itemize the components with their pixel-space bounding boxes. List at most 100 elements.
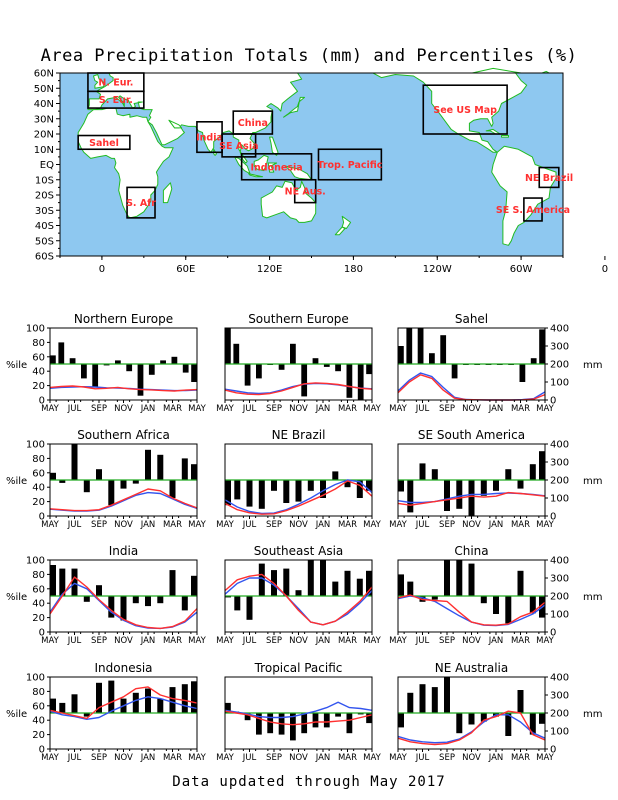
mm-tick-label: 300 <box>550 342 569 353</box>
percentile-bar <box>505 469 512 480</box>
lat-tick-label: 10N <box>34 145 54 156</box>
pct-axis-label: %ile <box>6 476 27 487</box>
percentile-bar <box>83 596 90 602</box>
percentile-bar <box>456 480 463 509</box>
chart-title: Sahel <box>455 312 488 326</box>
percentile-bar <box>444 480 450 511</box>
month-label: MAR <box>511 636 530 646</box>
percentile-bar <box>301 364 308 397</box>
month-label: MAY <box>41 404 59 414</box>
percentile-bar <box>157 698 164 713</box>
chart-panel: Southern Europe MAY JUL SEP NOV JAN MAR MAY <box>216 312 381 414</box>
mm-axis-label: mm <box>583 360 602 371</box>
percentile-bar <box>50 565 56 596</box>
region-box <box>232 110 274 135</box>
region-map: 60N 50N 40N 30N 20N 10N EQ 10S 20S 30S 40S 50S 60S 0 6… <box>34 67 608 275</box>
observed-precip-line <box>224 573 373 626</box>
region-box <box>77 134 131 151</box>
percentile-bar <box>419 463 426 480</box>
month-label: MAY <box>41 753 59 763</box>
percentile-bar <box>407 692 414 713</box>
percentile-bar <box>357 713 364 715</box>
pct-tick-label: 80 <box>32 687 45 698</box>
lon-tick-label: 60W <box>510 264 533 275</box>
month-label: SEP <box>439 404 455 414</box>
month-label: JAN <box>488 404 504 414</box>
percentile-bar <box>468 563 475 596</box>
percentile-bar <box>312 358 319 364</box>
chart-title: Tropical Pacific <box>254 661 343 675</box>
percentile-bar <box>517 690 524 713</box>
percentile-bar <box>225 702 231 713</box>
percentile-bar <box>246 480 253 507</box>
percentile-bar <box>290 343 296 364</box>
mm-tick-label: 200 <box>550 360 569 371</box>
percentile-bar <box>529 464 536 480</box>
lat-tick-label: 20N <box>34 130 54 141</box>
observed-precip-line <box>224 480 373 515</box>
pct-axis-label: %ile <box>6 709 27 720</box>
month-label: MAY <box>41 520 59 530</box>
month-label: NOV <box>114 753 133 763</box>
pct-axis-label: %ile <box>6 360 27 371</box>
month-label: NOV <box>462 520 481 530</box>
mm-axis-label: mm <box>583 709 602 720</box>
month-label: JUL <box>67 404 82 414</box>
normal-precip-line <box>224 577 373 626</box>
percentile-bar <box>181 458 188 480</box>
region-box <box>317 148 383 181</box>
percentile-bar <box>344 480 351 488</box>
lon-tick-label: 0 <box>99 264 105 275</box>
chart-title: India <box>109 544 138 558</box>
mm-tick-label: 0 <box>550 396 556 407</box>
percentile-bar <box>444 560 450 596</box>
mm-tick-label: 200 <box>550 476 569 487</box>
month-label: JAN <box>140 753 156 763</box>
month-label: MAY <box>363 404 381 414</box>
month-label: MAR <box>163 636 182 646</box>
month-label: NOV <box>289 520 308 530</box>
month-label: NOV <box>289 636 308 646</box>
region-label: NE Aus. <box>285 187 326 198</box>
percentile-bar <box>181 596 188 611</box>
landmass-sulawesi <box>267 162 278 173</box>
month-label: JAN <box>315 520 331 530</box>
landmass-madagascar <box>162 182 173 204</box>
percentile-bar <box>256 713 262 735</box>
chart-panel: Southeast Asia MAY JUL SEP NOV JAN MAR MAY <box>216 544 381 646</box>
percentile-bar <box>96 469 102 480</box>
mm-tick-label: 0 <box>550 628 556 639</box>
lat-tick-label: 20S <box>35 191 54 202</box>
mm-axis-label: mm <box>583 592 602 603</box>
percentile-bar <box>59 702 66 713</box>
mm-tick-label: 100 <box>550 727 569 738</box>
month-label: JUL <box>242 404 257 414</box>
percentile-bar <box>283 568 290 596</box>
region-label: Sahel <box>89 138 119 149</box>
region-label: India <box>196 133 223 144</box>
mm-tick-label: 400 <box>550 556 569 567</box>
page-title: Area Precipitation Totals (mm) and Perce… <box>40 46 578 66</box>
month-label: MAY <box>216 404 234 414</box>
lon-tick-label: 180 <box>344 264 363 275</box>
pct-tick-label: 20 <box>32 381 45 392</box>
pct-tick-label: 100 <box>26 440 45 451</box>
chart-title: NE Brazil <box>272 428 326 442</box>
pct-tick-label: 40 <box>32 367 45 378</box>
percentile-bar <box>335 364 341 372</box>
lat-tick-label: EQ <box>40 160 54 171</box>
percentile-bar <box>145 596 151 607</box>
percentile-bar <box>398 480 404 492</box>
percentile-bar <box>332 581 339 596</box>
percentile-bar <box>312 713 319 728</box>
percentile-bar <box>191 464 197 480</box>
lat-tick-label: 60S <box>35 252 54 263</box>
chart-title: Indonesia <box>94 661 152 675</box>
observed-precip-line <box>224 382 373 396</box>
percentile-bar <box>234 596 241 611</box>
pct-tick-label: 60 <box>32 701 45 712</box>
